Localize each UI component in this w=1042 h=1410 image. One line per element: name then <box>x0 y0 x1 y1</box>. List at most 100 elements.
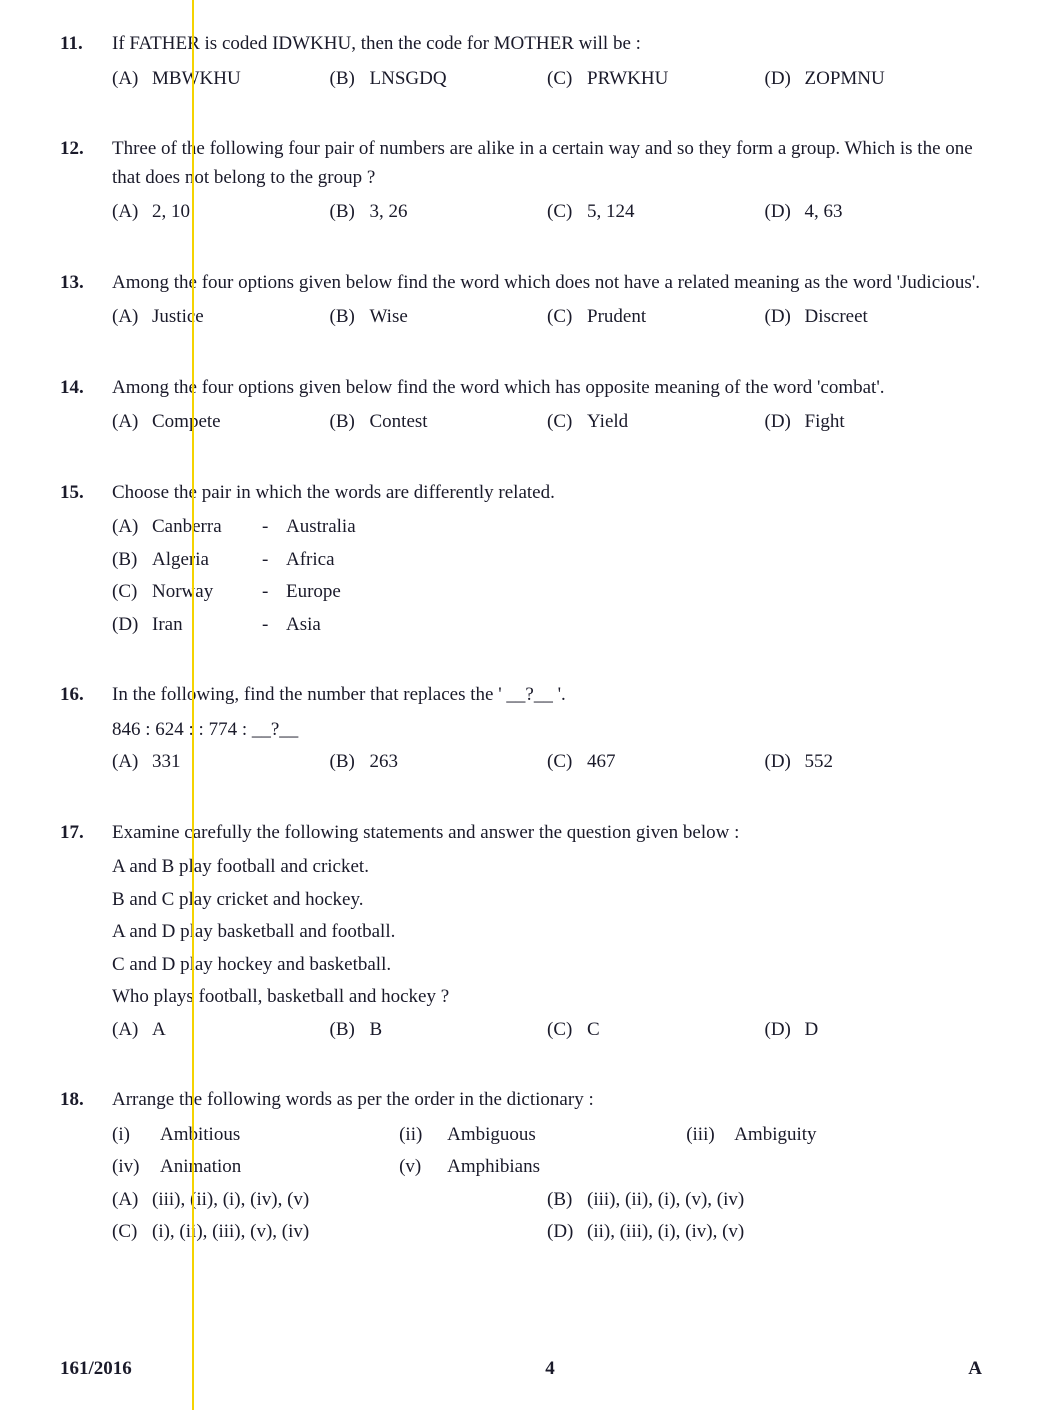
question-text: Examine carefully the following statemen… <box>112 819 982 848</box>
option-label: (D) <box>765 408 805 437</box>
question-text: In the following, find the number that r… <box>112 681 982 710</box>
option-text: Fight <box>805 408 845 437</box>
option-text: 552 <box>805 748 834 777</box>
option-text: 4, 63 <box>805 198 843 227</box>
option-dash: - <box>262 578 286 607</box>
option-left: Norway <box>152 578 262 607</box>
option-label: (B) <box>330 198 370 227</box>
option: (D)(ii), (iii), (i), (iv), (v) <box>547 1218 982 1247</box>
option-text: Wise <box>370 303 408 332</box>
option-label: (B) <box>330 303 370 332</box>
question-number: 13. <box>60 269 112 298</box>
option-text: (ii), (iii), (i), (iv), (v) <box>587 1218 744 1247</box>
option-label: (D) <box>765 198 805 227</box>
word-text: Ambitious <box>160 1121 240 1150</box>
option-right: Europe <box>286 578 341 607</box>
word-item: (i)Ambitious <box>112 1121 399 1150</box>
option-label: (C) <box>547 748 587 777</box>
option-label: (A) <box>112 65 152 94</box>
options: (A)Compete(B)Contest(C)Yield(D)Fight <box>112 408 982 441</box>
question: 16.In the following, find the number tha… <box>60 681 982 781</box>
word-item: (ii)Ambiguous <box>399 1121 686 1150</box>
option-label: (D) <box>765 1016 805 1045</box>
option: (C)C <box>547 1016 765 1045</box>
option-label: (B) <box>112 546 152 575</box>
word-roman: (ii) <box>399 1121 447 1150</box>
option-label: (A) <box>112 513 152 542</box>
option-text: 331 <box>152 748 181 777</box>
option-label: (D) <box>765 748 805 777</box>
option-label: (D) <box>547 1218 587 1247</box>
option-text: Discreet <box>805 303 868 332</box>
option: (D)Discreet <box>765 303 983 332</box>
question: 15.Choose the pair in which the words ar… <box>60 479 982 644</box>
option-text: C <box>587 1016 600 1045</box>
question-text: If FATHER is coded IDWKHU, then the code… <box>112 30 982 59</box>
word-roman: (iii) <box>686 1121 734 1150</box>
option-label: (A) <box>112 1186 152 1215</box>
option: (C)467 <box>547 748 765 777</box>
option: (B)Algeria-Africa <box>112 546 982 575</box>
option: (A)2, 10 <box>112 198 330 227</box>
word-item: (iv)Animation <box>112 1153 399 1182</box>
question-text: Choose the pair in which the words are d… <box>112 479 982 508</box>
option-text: LNSGDQ <box>370 65 447 94</box>
option-label: (C) <box>112 1218 152 1247</box>
question: 12.Three of the following four pair of n… <box>60 135 982 231</box>
option-dash: - <box>262 513 286 542</box>
option: (B)Wise <box>330 303 548 332</box>
option-text: (i), (ii), (iii), (v), (iv) <box>152 1218 309 1247</box>
option-label: (B) <box>547 1186 587 1215</box>
option-text: (iii), (ii), (i), (iv), (v) <box>152 1186 309 1215</box>
question-number: 11. <box>60 30 112 59</box>
word-roman: (v) <box>399 1153 447 1182</box>
option-text: ZOPMNU <box>805 65 885 94</box>
option-text: 467 <box>587 748 616 777</box>
question: 17.Examine carefully the following state… <box>60 819 982 1049</box>
option: (A)Justice <box>112 303 330 332</box>
word-item: (iii)Ambiguity <box>686 1121 973 1150</box>
question-text: Among the four options given below find … <box>112 374 982 403</box>
option-text: Yield <box>587 408 628 437</box>
option: (C)Prudent <box>547 303 765 332</box>
option-label: (A) <box>112 408 152 437</box>
option: (D)552 <box>765 748 983 777</box>
option-label: (A) <box>112 303 152 332</box>
options: (A)Canberra-Australia(B)Algeria-Africa(C… <box>112 513 982 643</box>
question: 11.If FATHER is coded IDWKHU, then the c… <box>60 30 982 97</box>
option-label: (C) <box>547 303 587 332</box>
question-number: 16. <box>60 681 112 710</box>
question-text: Among the four options given below find … <box>112 269 982 298</box>
question-number: 18. <box>60 1086 112 1115</box>
option: (A)331 <box>112 748 330 777</box>
option-label: (C) <box>547 65 587 94</box>
question: 13.Among the four options given below fi… <box>60 269 982 336</box>
option-text: D <box>805 1016 819 1045</box>
option-text: (iii), (ii), (i), (v), (iv) <box>587 1186 744 1215</box>
options: (A)331(B)263(C)467(D)552 <box>112 748 982 781</box>
option-label: (B) <box>330 748 370 777</box>
option: (A)MBWKHU <box>112 65 330 94</box>
exam-page: 11.If FATHER is coded IDWKHU, then the c… <box>0 0 1042 1410</box>
option: (A)Compete <box>112 408 330 437</box>
option-label: (A) <box>112 198 152 227</box>
option: (A)A <box>112 1016 330 1045</box>
option: (D)Iran-Asia <box>112 611 982 640</box>
option-left: Canberra <box>152 513 262 542</box>
question-number: 12. <box>60 135 112 164</box>
option-label: (C) <box>547 198 587 227</box>
option-right: Asia <box>286 611 321 640</box>
question-number: 15. <box>60 479 112 508</box>
footer-left: 161/2016 <box>60 1358 132 1380</box>
word-item: (v)Amphibians <box>399 1153 686 1182</box>
option: (A)Canberra-Australia <box>112 513 982 542</box>
word-text: Amphibians <box>447 1153 540 1182</box>
option: (D)4, 63 <box>765 198 983 227</box>
question-subline: A and D play basketball and football. <box>112 918 982 947</box>
option: (A)(iii), (ii), (i), (iv), (v) <box>112 1186 547 1215</box>
highlight-line <box>192 0 194 1410</box>
option-text: Prudent <box>587 303 646 332</box>
options: (A)MBWKHU(B)LNSGDQ(C)PRWKHU(D)ZOPMNU <box>112 65 982 98</box>
word-text: Ambiguous <box>447 1121 536 1150</box>
option-left: Iran <box>152 611 262 640</box>
